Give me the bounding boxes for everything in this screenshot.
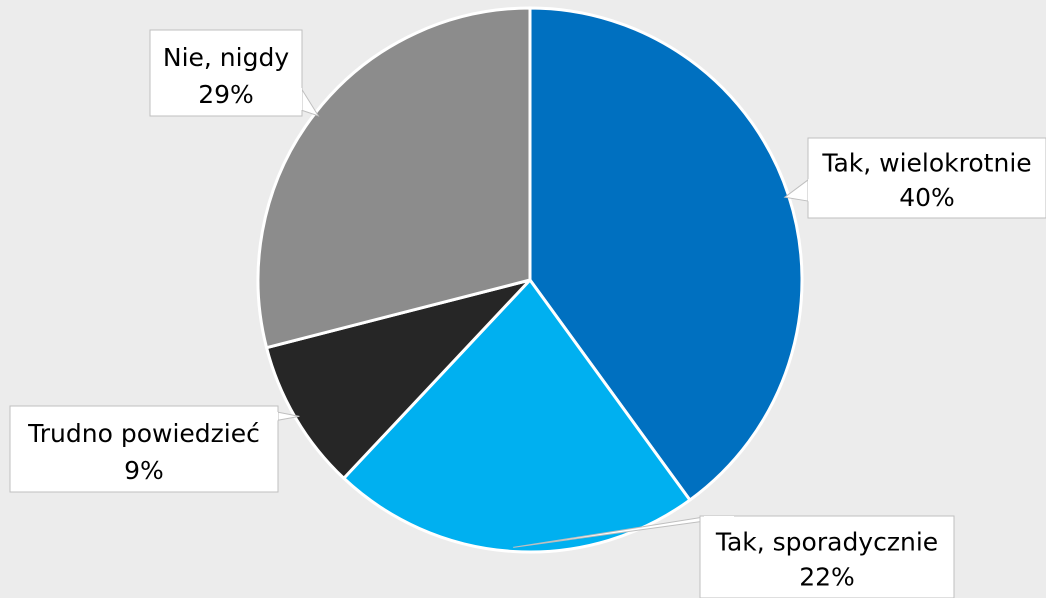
callout-box (699, 515, 955, 598)
category-label: Trudno powiedzieć (27, 419, 260, 448)
callout-box (9, 405, 279, 493)
pie-callouts: Tak, wielokrotnie 40% Tak, sporadycznie 22%… (9, 29, 1046, 598)
category-label: Tak, sporadycznie (715, 527, 938, 556)
value-label: 40% (899, 183, 955, 212)
callout-box (149, 29, 303, 117)
callout-tak-sporadycznie: Tak, sporadycznie 22% (513, 515, 955, 598)
value-label: 29% (198, 80, 254, 109)
value-label: 9% (124, 456, 164, 485)
pie-slice-trudno-powiedziec (265, 278, 532, 480)
callout-pointer (783, 178, 810, 202)
callout-tak-wielokrotnie: Tak, wielokrotnie 40% (783, 137, 1046, 219)
callout-pointer (300, 86, 320, 117)
value-label: 22% (799, 563, 855, 592)
category-label: Tak, wielokrotnie (821, 149, 1031, 178)
callout-nie-nigdy: Nie, nigdy 29% (149, 29, 320, 117)
category-label: Nie, nigdy (163, 43, 289, 72)
pie-slice-tak-sporadycznie (342, 278, 692, 554)
callout-box (807, 137, 1046, 219)
pie-slices (256, 6, 804, 554)
callout-trudno-powiedziec: Trudno powiedzieć 9% (9, 405, 300, 493)
